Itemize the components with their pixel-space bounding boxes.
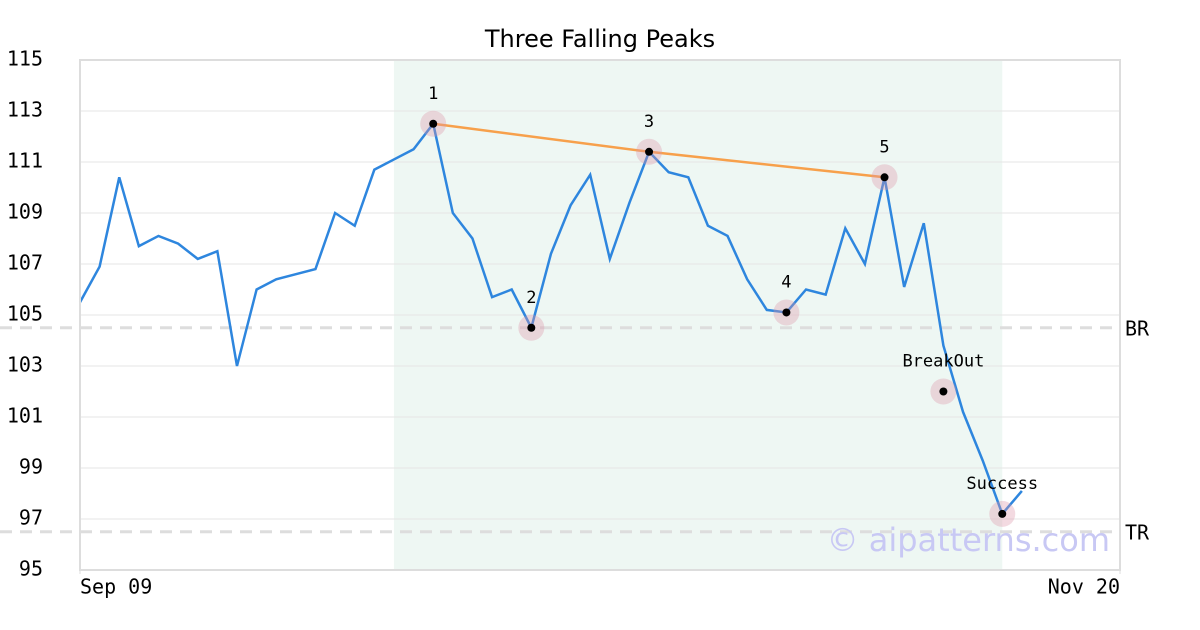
level-label: TR xyxy=(1125,520,1150,544)
x-tick-label: Sep 09 xyxy=(80,575,152,599)
point-dot xyxy=(429,119,438,128)
price-line xyxy=(78,120,1023,517)
y-tick-label: 111 xyxy=(7,149,43,173)
plot-frame xyxy=(79,59,1121,571)
point-dot xyxy=(782,308,791,317)
watermark: © aipatterns.com xyxy=(827,521,1110,559)
chart-title: Three Falling Peaks xyxy=(484,25,715,53)
y-tick-label: 105 xyxy=(7,302,43,326)
point-label: 2 xyxy=(526,288,536,308)
y-tick-label: 107 xyxy=(7,251,43,275)
y-tick-label: 95 xyxy=(19,557,43,581)
point-dot xyxy=(880,173,889,182)
point-label: 5 xyxy=(879,137,889,157)
point-label: BreakOut xyxy=(902,352,984,372)
y-tick-label: 103 xyxy=(7,353,43,377)
point-label: 3 xyxy=(644,112,654,132)
y-tick-label: 99 xyxy=(19,455,43,479)
point-dot xyxy=(939,387,948,396)
y-tick-label: 101 xyxy=(7,404,43,428)
point-dot xyxy=(527,323,536,332)
point-label: 1 xyxy=(428,84,438,104)
point-label: 4 xyxy=(781,272,791,292)
y-tick-label: 109 xyxy=(7,200,43,224)
level-label: BR xyxy=(1125,316,1150,340)
y-tick-label: 113 xyxy=(7,98,43,122)
point-dot xyxy=(645,147,654,156)
x-tick-label: Nov 20 xyxy=(1048,575,1120,599)
point-dot xyxy=(998,509,1007,518)
y-tick-label: 115 xyxy=(7,47,43,71)
y-tick-label: 97 xyxy=(19,506,43,530)
point-label: Success xyxy=(966,474,1038,494)
